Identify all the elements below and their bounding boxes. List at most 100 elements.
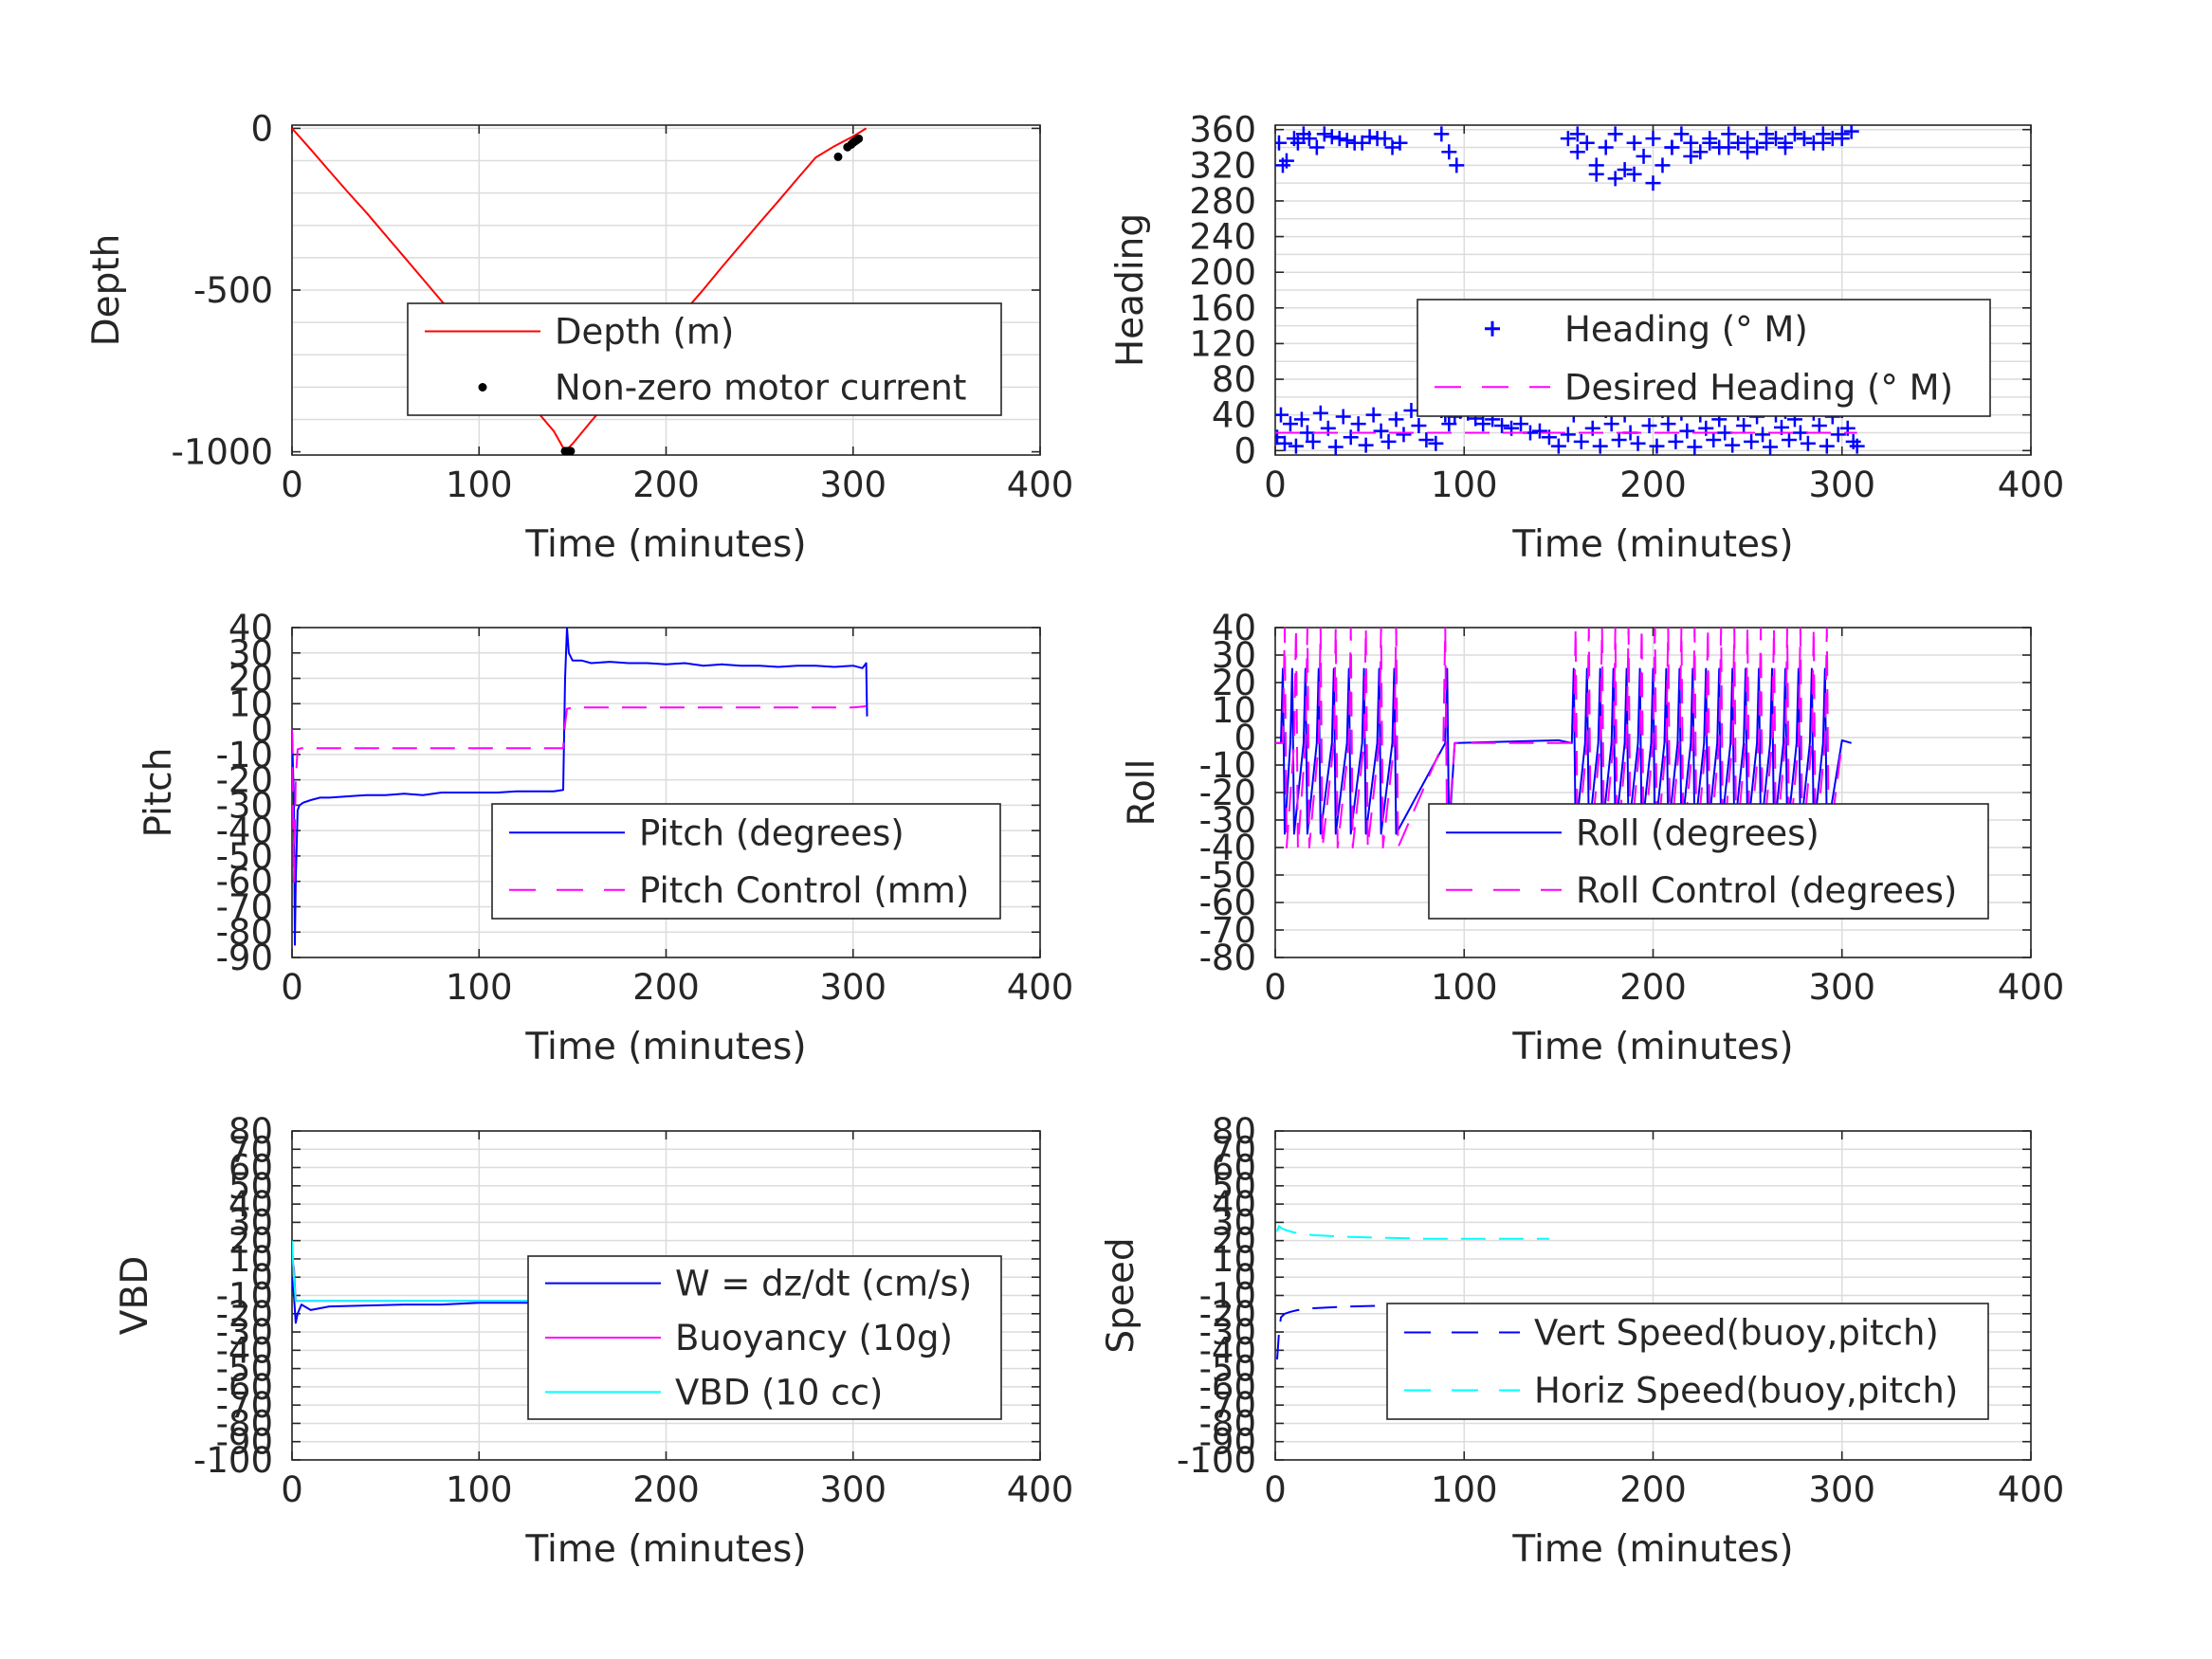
- vbd-y-tick-label: 10: [229, 1239, 273, 1280]
- heading-data-point: [1730, 135, 1746, 151]
- heading-x-tick-label: 100: [1431, 465, 1498, 505]
- depth-data-point: [854, 134, 864, 143]
- heading-x-tick-label: 300: [1808, 465, 1875, 505]
- heading-data-point: [1388, 411, 1404, 428]
- heading-data-point: [1411, 417, 1427, 433]
- speed-y-tick-label: 20: [1212, 1221, 1256, 1262]
- pitch-x-axis-label: Time (minutes): [524, 1026, 806, 1068]
- heading-data-point: [1350, 416, 1366, 432]
- vbd-chart: 0 100 200 300 400-100-90-80-70-60-50-40-30-2…: [114, 1111, 1073, 1571]
- depth-legend-box: [407, 302, 1002, 416]
- heading-data-point: [1702, 135, 1718, 151]
- roll-chart: 0 100 200 300 400-80-70-60-50-40-30-20-10010…: [1121, 608, 2064, 1068]
- speed-x-tick-label: 300: [1808, 1469, 1875, 1510]
- roll-y-tick-label: 40: [1212, 608, 1256, 648]
- vbd-x-tick-label: 100: [446, 1469, 513, 1510]
- heading-data-point: [1560, 427, 1576, 443]
- roll-y-tick-label: -10: [1199, 745, 1256, 786]
- speed-y-tick-label: -60: [1199, 1367, 1256, 1408]
- heading-data-point: [1380, 433, 1397, 449]
- heading-data-point: [1736, 417, 1752, 433]
- heading-data-point: [1815, 135, 1831, 151]
- roll-y-tick-label: 20: [1212, 663, 1256, 703]
- roll-series-line: [1275, 667, 1852, 835]
- pitch-y-tick-label: -80: [216, 912, 273, 953]
- heading-data-point: [1744, 433, 1760, 449]
- heading-data-point: [1819, 438, 1835, 454]
- roll-x-tick-label: 400: [1998, 967, 2065, 1008]
- heading-data-point: [1706, 432, 1722, 448]
- vbd-legend-label: Buoyancy (10g): [675, 1318, 953, 1358]
- heading-y-tick-label: 0: [1234, 430, 1256, 471]
- pitch-y-tick-label: 30: [229, 633, 273, 674]
- vbd-y-tick-label: -30: [216, 1312, 273, 1353]
- heading-data-point: [1668, 433, 1684, 449]
- heading-data-point: [1834, 131, 1850, 147]
- speed-legend-label: Horiz Speed(buoy,pitch): [1534, 1371, 1958, 1412]
- vbd-y-tick-label: -50: [216, 1349, 273, 1390]
- heading-data-point: [1830, 427, 1846, 443]
- pitch-legend: Pitch (degrees) Pitch Control (mm): [491, 803, 1001, 920]
- pitch-y-tick-label: 40: [229, 608, 273, 648]
- speed-y-tick-label: 0: [1234, 1257, 1256, 1298]
- vbd-x-axis-label: Time (minutes): [524, 1528, 806, 1571]
- heading-data-point: [1343, 429, 1359, 446]
- vbd-y-tick-label: -70: [216, 1385, 273, 1426]
- vbd-y-tick-label: 0: [250, 1257, 273, 1298]
- heading-legend-label: Desired Heading (° M): [1564, 367, 1953, 408]
- depth-legend: Depth (m) Non-zero motor current: [407, 302, 1002, 416]
- heading-data-point: [1721, 139, 1737, 155]
- heading-data-point: [1849, 438, 1865, 454]
- heading-data-point: [1289, 135, 1306, 151]
- heading-data-point: [1327, 439, 1344, 455]
- pitch-y-tick-label: 20: [229, 659, 273, 700]
- speed-y-tick-label: 40: [1212, 1184, 1256, 1225]
- depth-x-tick-label: 400: [1007, 465, 1074, 505]
- depth-y-tick-label: -1000: [171, 432, 273, 473]
- pitch-y-axis-label: Pitch: [137, 748, 180, 838]
- speed-y-tick-label: 30: [1212, 1202, 1256, 1243]
- vbd-y-tick-label: 30: [229, 1202, 273, 1243]
- heading-y-axis-label: Heading: [1109, 213, 1152, 367]
- heading-data-point: [1588, 166, 1604, 182]
- heading-x-tick-label: 400: [1998, 465, 2065, 505]
- heading-data-point: [1339, 132, 1355, 148]
- heading-chart: 0 100 200 300 40004080120160200240280320360T…: [1109, 110, 2064, 566]
- heading-data-point: [1346, 135, 1362, 151]
- roll-legend-label: Roll Control (degrees): [1576, 870, 1957, 911]
- heading-data-point: [1617, 162, 1633, 178]
- pitch-x-tick-label: 100: [446, 967, 513, 1008]
- heading-data-point: [1377, 131, 1393, 147]
- heading-data-point: [1282, 416, 1298, 432]
- vbd-legend: W = dz/dt (cm/s) Buoyancy (10g) VBD (10 cc…: [527, 1255, 1002, 1420]
- heading-data-point: [1645, 131, 1661, 147]
- heading-data-point: [1550, 438, 1566, 454]
- speed-y-tick-label: -80: [1199, 1403, 1256, 1444]
- speed-y-tick-label: 80: [1212, 1111, 1256, 1152]
- pitch-data-layer: [292, 628, 868, 946]
- heading-data-point: [1626, 166, 1642, 182]
- heading-data-point: [1800, 435, 1816, 451]
- roll-y-tick-label: -40: [1199, 828, 1256, 868]
- heading-data-point: [1275, 407, 1289, 423]
- heading-data-point: [1641, 417, 1657, 433]
- depth-x-tick-label: 0: [281, 465, 303, 505]
- vbd-y-tick-label: 80: [229, 1111, 273, 1152]
- heading-data-point: [1725, 437, 1741, 453]
- depth-data-layer: [292, 127, 868, 455]
- speed-y-tick-label: -20: [1199, 1294, 1256, 1335]
- heading-data-point: [1759, 135, 1775, 151]
- heading-data-point: [1312, 405, 1328, 421]
- pitch-y-tick-label: -50: [216, 836, 273, 877]
- speed-series-line: [1276, 1225, 1549, 1240]
- pitch-x-tick-label: 400: [1007, 967, 1074, 1008]
- heading-data-point: [1365, 407, 1381, 423]
- heading-data-point: [1569, 126, 1585, 142]
- heading-data-point: [1475, 416, 1491, 432]
- vbd-x-tick-label: 200: [632, 1469, 700, 1510]
- heading-data-point: [1679, 423, 1695, 439]
- roll-y-tick-label: -30: [1199, 800, 1256, 841]
- pitch-y-tick-label: 10: [229, 684, 273, 724]
- vbd-y-tick-label: 40: [229, 1184, 273, 1225]
- speed-chart: 0 100 200 300 400-100-90-80-70-60-50-40-30-2…: [1100, 1111, 2064, 1571]
